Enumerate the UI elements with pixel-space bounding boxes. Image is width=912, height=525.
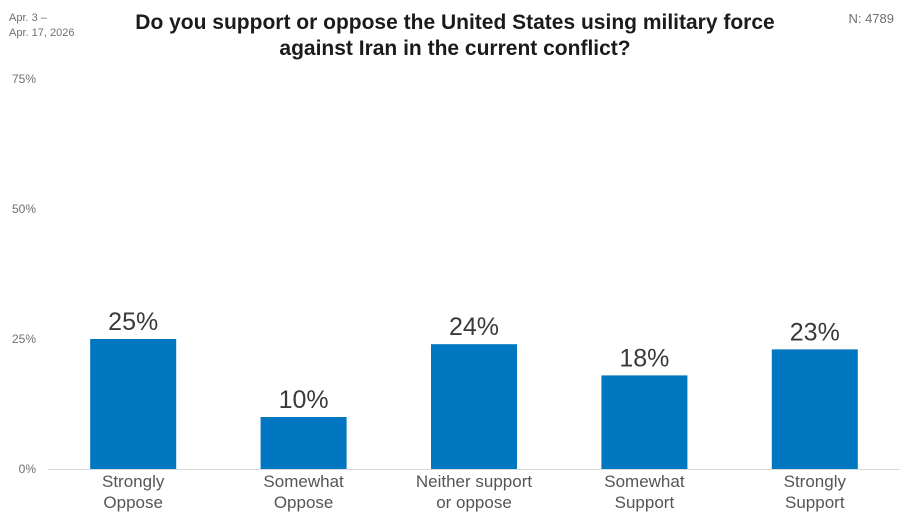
x-tick-label: Support [615, 493, 675, 512]
x-tick-label: Somewhat [263, 472, 344, 491]
x-tick-label: Oppose [274, 493, 334, 512]
y-tick-label: 75% [12, 72, 36, 86]
y-tick-label: 50% [12, 202, 36, 216]
y-tick-label: 25% [12, 332, 36, 346]
data-label: 10% [279, 386, 329, 414]
data-label: 18% [619, 344, 669, 372]
bar [771, 349, 858, 469]
date-range-start: Apr. 3 – [9, 12, 47, 24]
x-tick-label: Strongly [102, 472, 165, 491]
x-tick-label: Strongly [784, 472, 847, 491]
data-label: 24% [449, 313, 499, 341]
y-tick-label: 0% [19, 462, 37, 476]
data-label: 25% [108, 308, 158, 336]
x-tick-label: Oppose [103, 493, 163, 512]
bar [260, 417, 347, 469]
x-tick-label: or oppose [436, 493, 512, 512]
x-tick-label: Somewhat [604, 472, 685, 491]
data-label: 23% [790, 318, 840, 346]
date-range: Apr. 3 – Apr. 17, 2026 [9, 11, 99, 41]
bar [90, 339, 177, 469]
sample-size: N: 4789 [848, 11, 894, 26]
date-range-end: Apr. 17, 2026 [9, 27, 75, 39]
bar [431, 344, 517, 469]
x-tick-label: Support [785, 493, 845, 512]
bar [601, 375, 688, 469]
chart-title: Do you support or oppose the United Stat… [135, 11, 775, 60]
x-tick-label: Neither support [416, 472, 533, 491]
